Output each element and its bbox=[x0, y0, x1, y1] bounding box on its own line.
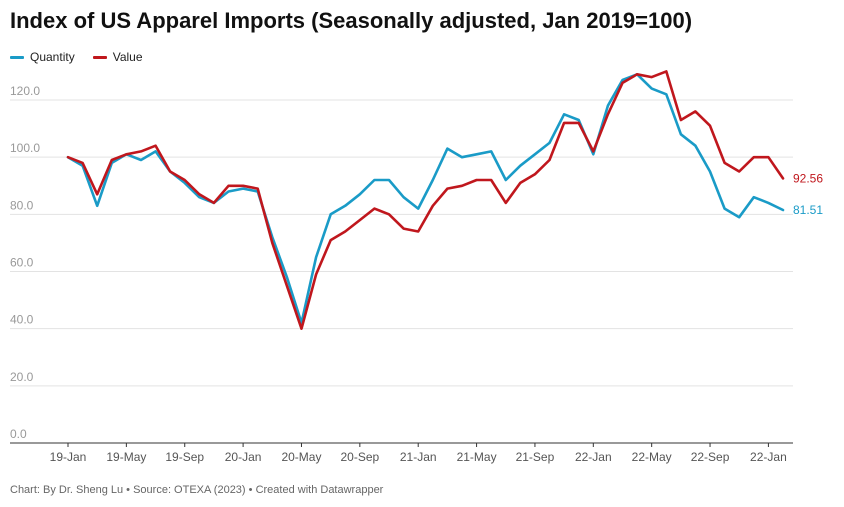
footer-sep-1: • bbox=[123, 484, 134, 496]
chart-footer: Chart: By Dr. Sheng Lu • Source: OTEXA (… bbox=[10, 484, 383, 496]
end-label-value: 92.56 bbox=[793, 171, 823, 185]
legend-label-value: Value bbox=[112, 50, 143, 64]
series-layer bbox=[66, 70, 785, 331]
x-tick-label: 19-May bbox=[106, 450, 146, 464]
x-tick-label: 21-Jan bbox=[400, 450, 437, 464]
legend-swatch-quantity bbox=[10, 55, 24, 59]
x-tick-label: 21-Sep bbox=[516, 450, 555, 464]
axis-layer: 0.0 20.0 40.0 60.0 80.0 100.0 120.0 19-Jan 19-Ma… bbox=[10, 84, 793, 464]
footer-sep-2: • bbox=[245, 484, 256, 496]
x-tick-label: 20-May bbox=[281, 450, 321, 464]
x-tick-label: 19-Jan bbox=[50, 450, 87, 464]
end-label-quantity: 81.51 bbox=[793, 203, 823, 217]
y-tick-label: 120.0 bbox=[10, 84, 40, 98]
series-line-quantity bbox=[66, 73, 785, 325]
legend-label-quantity: Quantity bbox=[30, 50, 75, 64]
x-tick-label: 22-Jan bbox=[575, 450, 612, 464]
x-tick-label: 22-May bbox=[632, 450, 672, 464]
x-tick-label: 20-Jan bbox=[225, 450, 262, 464]
y-tick-label: 40.0 bbox=[10, 313, 34, 327]
legend-item-value: Value bbox=[92, 50, 143, 64]
x-tick-label: 19-Sep bbox=[165, 450, 204, 464]
x-tick-label: 22-Jan bbox=[750, 450, 787, 464]
legend-swatch-value bbox=[92, 55, 107, 59]
label-layer: 81.51 92.56 bbox=[793, 171, 823, 217]
chart-title: Index of US Apparel Imports (Seasonally … bbox=[10, 8, 693, 33]
y-tick-label: 0.0 bbox=[10, 427, 27, 441]
legend-item-quantity: Quantity bbox=[10, 50, 75, 64]
y-tick-label: 20.0 bbox=[10, 370, 34, 384]
x-tick-label: 22-Sep bbox=[691, 450, 730, 464]
y-tick-label: 60.0 bbox=[10, 256, 34, 270]
footer-credit: Chart: By Dr. Sheng Lu bbox=[10, 484, 124, 496]
footer-source: Source: OTEXA (2023) bbox=[133, 484, 246, 496]
legend: Quantity Value bbox=[10, 50, 143, 64]
series-line-value bbox=[66, 70, 785, 331]
y-tick-label: 100.0 bbox=[10, 141, 40, 155]
x-tick-label: 21-May bbox=[457, 450, 497, 464]
footer-tool: Created with Datawrapper bbox=[255, 484, 384, 496]
grid-layer bbox=[10, 99, 793, 387]
x-tick-label: 20-Sep bbox=[340, 450, 379, 464]
y-tick-label: 80.0 bbox=[10, 198, 34, 212]
